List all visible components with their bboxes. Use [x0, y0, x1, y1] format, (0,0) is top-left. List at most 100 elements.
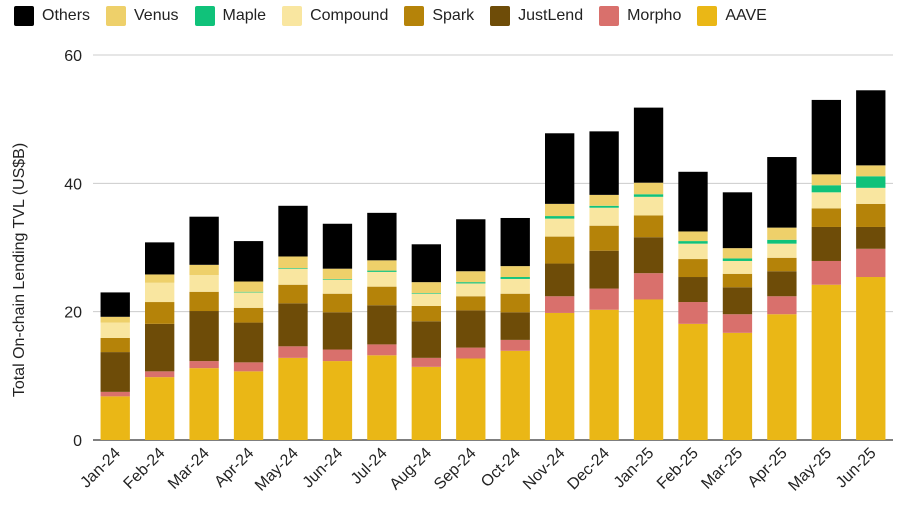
- bar-stack: [145, 242, 175, 440]
- bar-segment: [456, 283, 486, 297]
- bar-segment: [411, 293, 441, 294]
- legend-item: Spark: [404, 6, 474, 26]
- bar-segment: [545, 216, 575, 219]
- bar-segment: [678, 243, 708, 260]
- legend-swatch: [106, 6, 127, 26]
- y-tick-label: 0: [73, 433, 82, 450]
- bar-segment: [856, 165, 886, 177]
- bar-segment: [278, 346, 308, 358]
- bar-segment: [278, 357, 308, 440]
- bar-segment: [767, 271, 797, 297]
- bar-segment: [145, 371, 175, 378]
- x-tick-label: May-24: [252, 445, 302, 495]
- bar-segment: [856, 187, 886, 204]
- bar-segment: [322, 349, 353, 362]
- y-tick-label: 20: [64, 305, 82, 322]
- bar-segment: [500, 350, 530, 440]
- bar-segment: [811, 226, 841, 261]
- bar-segment: [500, 293, 530, 313]
- bar-segment: [767, 243, 797, 258]
- bar-segment: [145, 282, 175, 303]
- legend-label: Spark: [432, 7, 475, 24]
- x-tick-label: Jan-25: [611, 445, 658, 492]
- bar-segment: [722, 287, 753, 315]
- bar-segment: [589, 309, 619, 440]
- bar-segment: [145, 242, 175, 275]
- bar-segment: [100, 396, 130, 440]
- bar-segment: [278, 268, 308, 269]
- legend-item: Morpho: [599, 6, 681, 26]
- bar-segment: [811, 174, 841, 186]
- bar-segment: [233, 307, 264, 323]
- bar-segment: [545, 296, 575, 313]
- bar-segment: [856, 277, 886, 440]
- bar-segment: [367, 212, 397, 261]
- bar-segment: [100, 292, 130, 317]
- bar-segment: [322, 279, 353, 294]
- x-tick-label: Jul-24: [348, 445, 391, 488]
- bar-segment: [189, 264, 219, 276]
- bar-segment: [456, 358, 486, 440]
- legend-label: JustLend: [518, 7, 584, 24]
- bar-segment: [811, 208, 841, 227]
- x-tick-label: Jan-24: [77, 445, 124, 492]
- bar-segment: [411, 366, 441, 440]
- legend-swatch: [404, 6, 425, 26]
- bar-segment: [367, 286, 397, 306]
- x-tick-label: Apr-25: [745, 445, 791, 491]
- bar-stack: [767, 157, 797, 440]
- bar-segment: [278, 268, 308, 285]
- bar-segment: [189, 216, 219, 265]
- bar-segment: [589, 207, 619, 226]
- bar-segment: [722, 258, 753, 261]
- bar-segment: [322, 278, 353, 280]
- bar-segment: [367, 270, 397, 272]
- bar-stack: [100, 292, 130, 440]
- x-tick-label: Oct-24: [478, 445, 524, 491]
- bar-segment: [278, 205, 308, 257]
- legend-label: Maple: [222, 7, 267, 24]
- bar-segment: [233, 281, 264, 292]
- bar-segment: [767, 157, 797, 228]
- x-tick-label: Mar-24: [165, 445, 213, 493]
- bar-segment: [545, 236, 575, 264]
- bar-stack: [322, 223, 353, 440]
- bar-segment: [589, 288, 619, 310]
- bar-segment: [145, 274, 175, 283]
- bar-segment: [678, 277, 708, 303]
- bar-segment: [189, 361, 219, 369]
- bar-segment: [767, 296, 797, 315]
- bar-segment: [411, 244, 441, 283]
- bar-segment: [367, 260, 397, 271]
- bar-segment: [856, 176, 886, 188]
- bar-segment: [100, 337, 130, 353]
- bar-segment: [633, 182, 664, 195]
- bar-segment: [811, 284, 841, 440]
- bar-segment: [100, 391, 130, 397]
- bar-segment: [233, 291, 264, 293]
- bar-segment: [145, 302, 175, 324]
- bar-segment: [500, 217, 530, 267]
- bar-segment: [456, 219, 486, 272]
- bar-segment: [811, 192, 841, 209]
- bar-stack: [500, 217, 530, 440]
- x-tick-label: Apr-24: [211, 445, 257, 491]
- bar-segment: [589, 250, 619, 289]
- legend-swatch: [697, 6, 718, 26]
- bar-segment: [456, 296, 486, 311]
- bar-segment: [811, 260, 841, 285]
- bar-stack: [678, 171, 708, 440]
- bar-segment: [367, 271, 397, 287]
- bar-stack: [278, 205, 308, 440]
- bar-segment: [189, 291, 219, 312]
- bar-segment: [278, 284, 308, 304]
- bar-segment: [545, 203, 575, 217]
- bar-segment: [722, 273, 753, 288]
- bar-segment: [545, 263, 575, 297]
- bar-segment: [722, 314, 753, 333]
- x-tick-label: Jun-24: [300, 445, 347, 492]
- bar-stack: [233, 241, 264, 440]
- bar-segment: [767, 257, 797, 272]
- bar-stack: [856, 90, 886, 440]
